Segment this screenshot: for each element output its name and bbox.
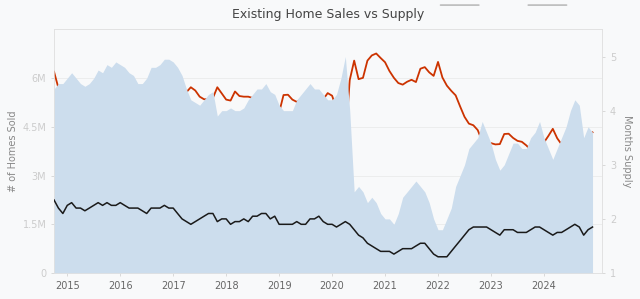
Y-axis label: Months Supply: Months Supply: [621, 115, 632, 187]
Title: Existing Home Sales vs Supply: Existing Home Sales vs Supply: [232, 8, 424, 21]
Y-axis label: # of Homes Sold: # of Homes Sold: [8, 111, 19, 192]
